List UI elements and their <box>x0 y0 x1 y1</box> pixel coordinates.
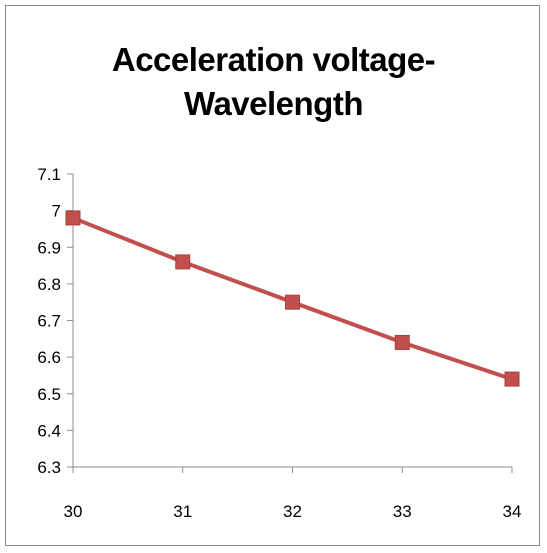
data-point-marker <box>175 254 191 270</box>
x-tick-label: 33 <box>393 502 412 521</box>
y-tick-label: 6.7 <box>37 312 61 331</box>
y-tick-label: 6.3 <box>37 458 61 477</box>
y-tick-label: 7.1 <box>37 165 61 184</box>
x-tick-label: 31 <box>173 502 192 521</box>
chart-frame <box>5 5 540 546</box>
data-point-marker <box>504 371 520 387</box>
chart-title: Acceleration voltage- Wavelength <box>0 38 547 126</box>
x-tick-label: 30 <box>64 502 83 521</box>
data-point-marker <box>285 294 300 310</box>
y-tick-label: 6.5 <box>37 385 61 404</box>
data-point-marker <box>65 210 81 226</box>
y-tick-label: 6.4 <box>37 421 61 440</box>
y-tick-label: 6.8 <box>37 275 61 294</box>
chart-title-line-2: Wavelength <box>184 85 363 122</box>
y-tick-label: 7 <box>52 202 61 221</box>
y-tick-label: 6.6 <box>37 348 61 367</box>
chart-title-line-1: Acceleration voltage- <box>111 41 436 78</box>
data-point-marker <box>394 334 410 350</box>
x-tick-label: 34 <box>503 502 522 521</box>
x-tick-label: 32 <box>283 502 302 521</box>
y-tick-label: 6.9 <box>37 238 61 257</box>
